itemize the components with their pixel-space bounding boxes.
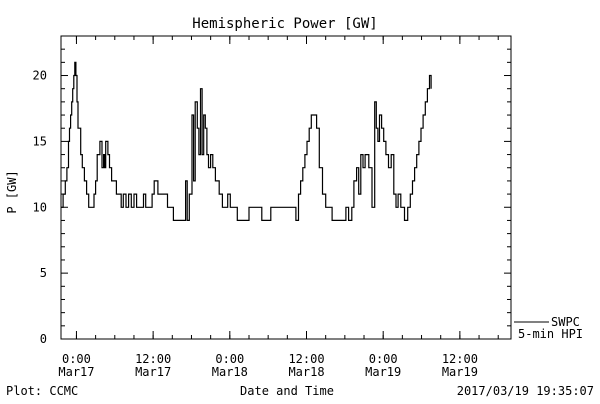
x-tick-label-time: 0:00 [369,352,398,366]
hemispheric-power-line [61,62,431,220]
x-tick-label-time: 12:00 [135,352,171,366]
tick-marks [61,36,511,339]
y-tick-label: 20 [33,69,47,83]
y-axis-label: P [GW] [5,170,19,213]
x-axis-label: Date and Time [240,384,334,398]
footer-timestamp: 2017/03/19 19:35:07 [457,384,594,398]
y-tick-label: 0 [40,332,47,346]
x-tick-label-date: Mar17 [135,365,171,379]
x-tick-label-date: Mar19 [442,365,478,379]
chart-title: Hemispheric Power [GW] [192,16,377,32]
legend-label-series: 5-min HPI [518,327,583,341]
series-layer [61,62,431,220]
x-tick-label-time: 12:00 [442,352,478,366]
y-tick-label: 5 [40,266,47,280]
x-tick-label-date: Mar18 [212,365,248,379]
x-tick-label-date: Mar18 [288,365,324,379]
x-tick-label-date: Mar19 [365,365,401,379]
footer-plot-credit: Plot: CCMC [6,384,78,398]
axes-frame [61,36,511,339]
x-tick-label-time: 0:00 [215,352,244,366]
y-tick-label: 15 [33,134,47,148]
tick-labels: 051015200:00Mar1712:00Mar170:00Mar1812:0… [33,69,478,379]
x-tick-label-time: 0:00 [62,352,91,366]
x-tick-label-time: 12:00 [288,352,324,366]
x-tick-label-date: Mar17 [58,365,94,379]
plot-frame [61,36,511,339]
y-tick-label: 10 [33,200,47,214]
